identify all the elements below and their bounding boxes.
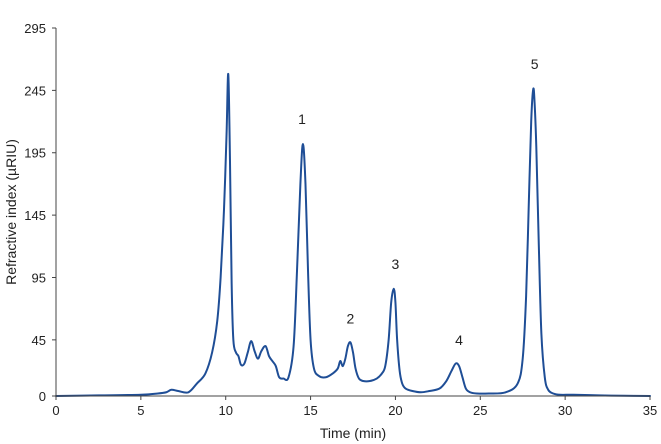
peak-label: 3 bbox=[392, 256, 400, 272]
y-tick-label: 45 bbox=[32, 333, 46, 348]
x-tick-label: 15 bbox=[303, 403, 317, 418]
y-tick-label: 295 bbox=[24, 21, 46, 36]
x-tick-label: 20 bbox=[388, 403, 402, 418]
y-tick-label: 0 bbox=[39, 389, 46, 404]
y-tick-label: 145 bbox=[24, 208, 46, 223]
x-tick-label: 0 bbox=[52, 403, 59, 418]
x-tick-label: 5 bbox=[137, 403, 144, 418]
y-tick-label: 195 bbox=[24, 146, 46, 161]
chromatogram-series-line bbox=[55, 73, 651, 397]
x-axis-title: Time (min) bbox=[320, 425, 386, 441]
peak-label: 1 bbox=[298, 111, 306, 127]
peak-label: 2 bbox=[347, 311, 355, 327]
x-tick-label: 35 bbox=[643, 403, 657, 418]
peak-label: 5 bbox=[531, 56, 539, 72]
y-tick-label: 245 bbox=[24, 83, 46, 98]
x-tick-label: 10 bbox=[218, 403, 232, 418]
y-axis-title: Refractive index (µRIU) bbox=[3, 139, 19, 285]
x-tick-label: 30 bbox=[558, 403, 572, 418]
plot-layer bbox=[55, 73, 651, 397]
peak-labels: 1 2 3 4 5 bbox=[298, 56, 539, 348]
x-tick-label: 25 bbox=[473, 403, 487, 418]
axes-layer bbox=[55, 28, 650, 397]
y-tick-label: 95 bbox=[32, 270, 46, 285]
peak-label: 4 bbox=[455, 332, 463, 348]
